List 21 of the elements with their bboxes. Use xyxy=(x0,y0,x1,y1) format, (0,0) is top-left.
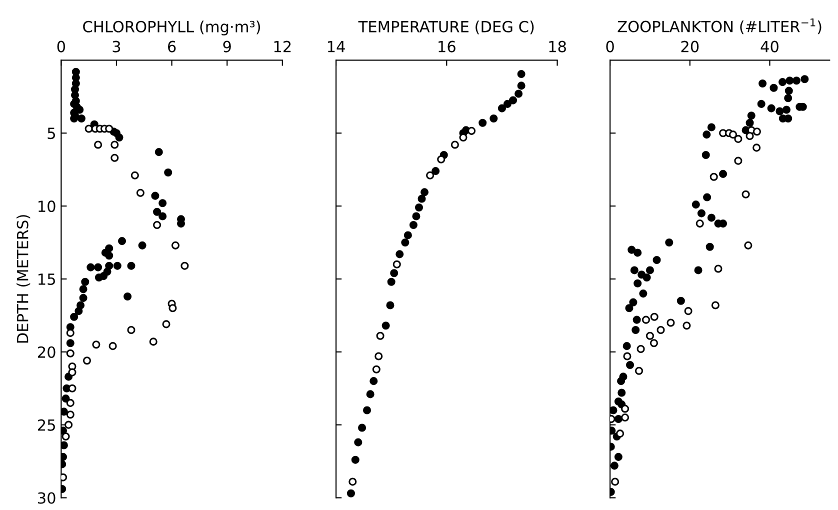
x-tick-label: 18 xyxy=(549,40,566,52)
x-tick-label: 6 xyxy=(168,40,176,52)
x-axis-title: TEMPERATURE (DEG C) xyxy=(358,20,534,34)
y-axis-title: DEPTH (METERS) xyxy=(16,215,30,343)
x-tick-label: 3 xyxy=(112,40,120,52)
x-tick-label: 20 xyxy=(681,40,699,52)
y-tick-label: 10 xyxy=(38,200,56,212)
y-tick-label: 25 xyxy=(38,419,55,431)
x-tick-label: 0 xyxy=(57,40,66,52)
y-tick-label: 30 xyxy=(38,492,56,504)
y-tick-label: 15 xyxy=(38,274,55,285)
x-tick-label: 40 xyxy=(760,40,778,52)
y-tick-label: 5 xyxy=(48,128,55,140)
x-tick-label: 9 xyxy=(223,40,231,52)
x-tick-label: 16 xyxy=(438,40,456,52)
x-axis-title: ZOOPLANKTON (#LITER$^{−1}$) xyxy=(618,18,822,34)
x-tick-label: 12 xyxy=(274,40,291,52)
x-tick-label: 0 xyxy=(606,40,614,52)
x-tick-label: 14 xyxy=(328,41,345,52)
y-tick-label: 20 xyxy=(38,346,56,358)
x-axis-title: CHLOROPHYLL (mg·m³) xyxy=(83,20,260,36)
